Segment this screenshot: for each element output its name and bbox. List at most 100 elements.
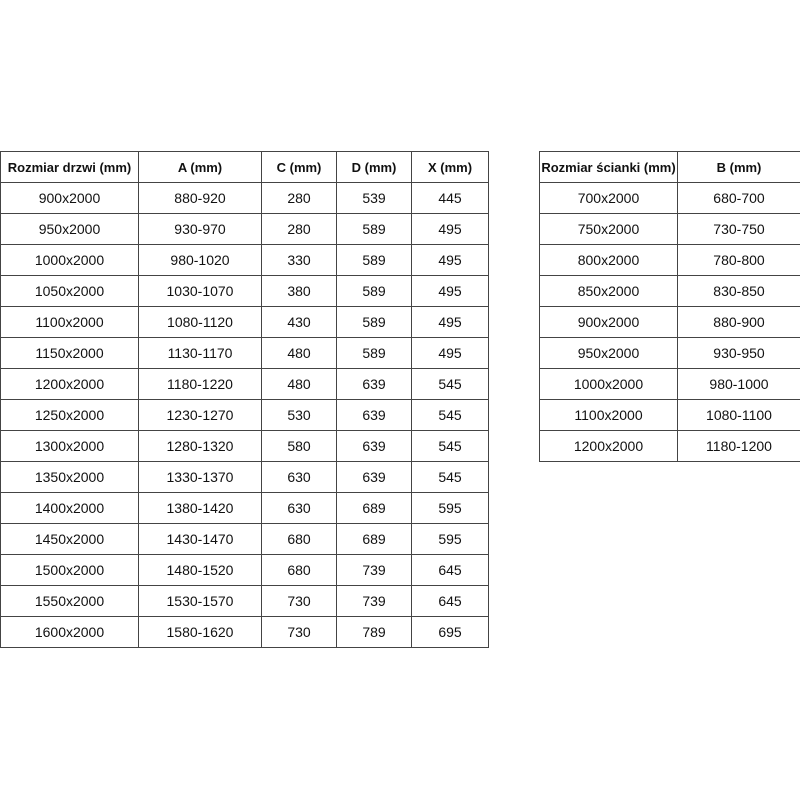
table-cell: 639 [336, 368, 412, 400]
table-row: 1050x2000 1030-1070 380 589 495 [0, 275, 489, 307]
table-cell: 1030-1070 [138, 275, 262, 307]
table-row: 850x2000 830-850 [539, 275, 800, 307]
column-header: X (mm) [411, 151, 489, 183]
table-cell: 589 [336, 275, 412, 307]
table-cell: 695 [411, 616, 489, 648]
table-cell: 1500x2000 [0, 554, 139, 586]
table-row: 900x2000 880-900 [539, 306, 800, 338]
table-cell: 980-1000 [677, 368, 800, 400]
table-cell: 545 [411, 368, 489, 400]
table-cell: 1230-1270 [138, 399, 262, 431]
column-header: Rozmiar drzwi (mm) [0, 151, 139, 183]
table-cell: 1450x2000 [0, 523, 139, 555]
table-cell: 589 [336, 213, 412, 245]
table-row: 700x2000 680-700 [539, 182, 800, 214]
table-cell: 750x2000 [539, 213, 678, 245]
table-cell: 680 [261, 523, 337, 555]
table-cell: 595 [411, 492, 489, 524]
table-row: 1300x2000 1280-1320 580 639 545 [0, 430, 489, 462]
table-cell: 1550x2000 [0, 585, 139, 617]
table-cell: 700x2000 [539, 182, 678, 214]
table-cell: 539 [336, 182, 412, 214]
table-cell: 1200x2000 [0, 368, 139, 400]
table-row: 1350x2000 1330-1370 630 639 545 [0, 461, 489, 493]
door-sizes-table: Rozmiar drzwi (mm) A (mm) C (mm) D (mm) X (m… [0, 151, 489, 648]
column-header: Rozmiar ścianki (mm) [539, 151, 678, 183]
table-cell: 1400x2000 [0, 492, 139, 524]
table-cell: 800x2000 [539, 244, 678, 276]
table-row: 1000x2000 980-1000 [539, 368, 800, 400]
table-cell: 950x2000 [539, 337, 678, 369]
table-cell: 645 [411, 585, 489, 617]
table-cell: 1130-1170 [138, 337, 262, 369]
table-cell: 1380-1420 [138, 492, 262, 524]
table-row: 800x2000 780-800 [539, 244, 800, 276]
table-cell: 880-920 [138, 182, 262, 214]
table-cell: 1100x2000 [0, 306, 139, 338]
table-cell: 495 [411, 306, 489, 338]
table-cell: 930-970 [138, 213, 262, 245]
table-cell: 1330-1370 [138, 461, 262, 493]
table-row: 1200x2000 1180-1220 480 639 545 [0, 368, 489, 400]
table-cell: 639 [336, 399, 412, 431]
header-row: Rozmiar drzwi (mm) A (mm) C (mm) D (mm) X (m… [0, 151, 489, 183]
table-cell: 689 [336, 492, 412, 524]
table-cell: 930-950 [677, 337, 800, 369]
table-cell: 545 [411, 399, 489, 431]
table-cell: 1180-1200 [677, 430, 800, 462]
table-cell: 789 [336, 616, 412, 648]
table-cell: 545 [411, 461, 489, 493]
table-row: 1550x2000 1530-1570 730 739 645 [0, 585, 489, 617]
table-cell: 589 [336, 306, 412, 338]
table-cell: 1600x2000 [0, 616, 139, 648]
table-cell: 1200x2000 [539, 430, 678, 462]
wall-sizes-table: Rozmiar ścianki (mm) B (mm) 700x2000 680-7… [539, 151, 800, 462]
column-header: D (mm) [336, 151, 412, 183]
table-cell: 495 [411, 337, 489, 369]
table-cell: 1180-1220 [138, 368, 262, 400]
table-cell: 780-800 [677, 244, 800, 276]
table-cell: 639 [336, 430, 412, 462]
table-cell: 380 [261, 275, 337, 307]
table-cell: 980-1020 [138, 244, 262, 276]
table-cell: 1100x2000 [539, 399, 678, 431]
table-cell: 689 [336, 523, 412, 555]
table-cell: 1580-1620 [138, 616, 262, 648]
table-row: 1250x2000 1230-1270 530 639 545 [0, 399, 489, 431]
table-row: 1600x2000 1580-1620 730 789 695 [0, 616, 489, 648]
table-cell: 595 [411, 523, 489, 555]
table-row: 950x2000 930-950 [539, 337, 800, 369]
table-cell: 730 [261, 585, 337, 617]
column-header: B (mm) [677, 151, 800, 183]
table-row: 950x2000 930-970 280 589 495 [0, 213, 489, 245]
table-cell: 445 [411, 182, 489, 214]
table-cell: 830-850 [677, 275, 800, 307]
table-cell: 680 [261, 554, 337, 586]
table-cell: 739 [336, 585, 412, 617]
table-cell: 1480-1520 [138, 554, 262, 586]
table-cell: 589 [336, 244, 412, 276]
table-cell: 730-750 [677, 213, 800, 245]
table-cell: 1350x2000 [0, 461, 139, 493]
table-cell: 1150x2000 [0, 337, 139, 369]
table-cell: 430 [261, 306, 337, 338]
table-cell: 1080-1100 [677, 399, 800, 431]
table-cell: 880-900 [677, 306, 800, 338]
table-row: 1200x2000 1180-1200 [539, 430, 800, 462]
table-cell: 630 [261, 492, 337, 524]
table-cell: 900x2000 [0, 182, 139, 214]
table-cell: 1530-1570 [138, 585, 262, 617]
table-cell: 1000x2000 [539, 368, 678, 400]
table-row: 1100x2000 1080-1100 [539, 399, 800, 431]
table-cell: 330 [261, 244, 337, 276]
table-cell: 495 [411, 244, 489, 276]
table-row: 1450x2000 1430-1470 680 689 595 [0, 523, 489, 555]
table-cell: 950x2000 [0, 213, 139, 245]
table-cell: 639 [336, 461, 412, 493]
table-row: 1150x2000 1130-1170 480 589 495 [0, 337, 489, 369]
header-row: Rozmiar ścianki (mm) B (mm) [539, 151, 800, 183]
table-cell: 580 [261, 430, 337, 462]
table-cell: 1250x2000 [0, 399, 139, 431]
table-cell: 589 [336, 337, 412, 369]
table-cell: 480 [261, 337, 337, 369]
